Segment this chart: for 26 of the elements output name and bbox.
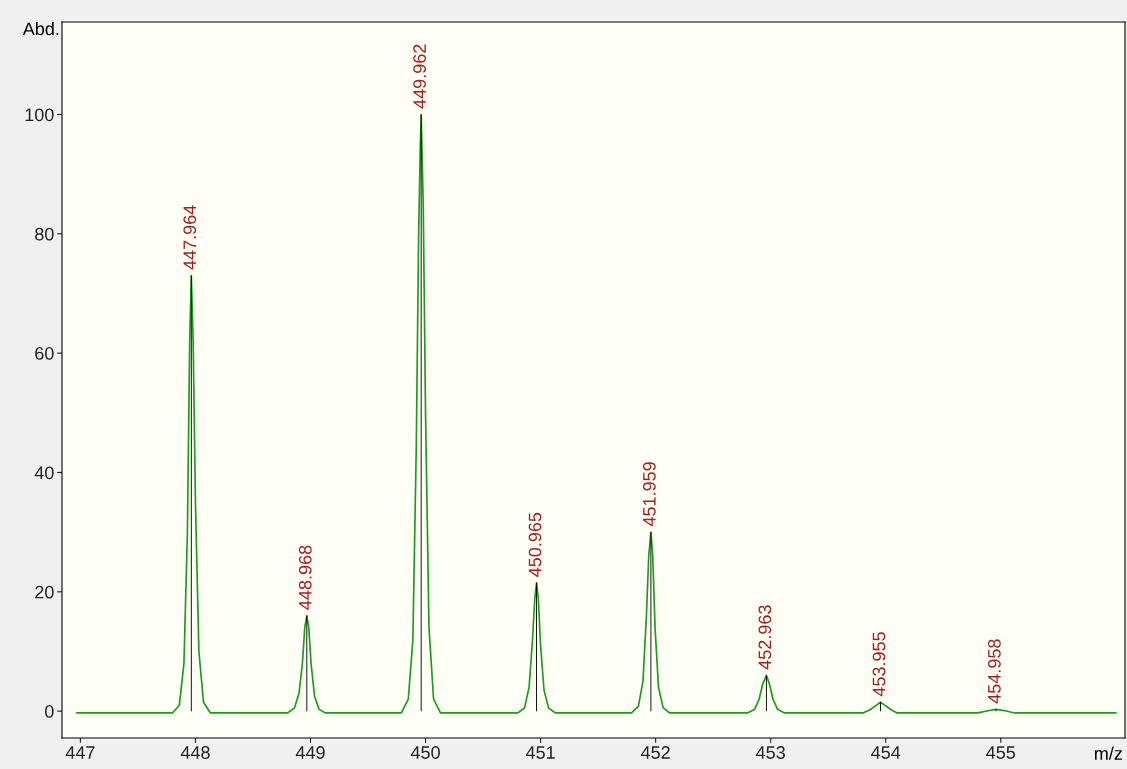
x-tick-label: 453 (756, 746, 785, 759)
y-tick-label: 60 (35, 347, 54, 360)
annotation: 454.958 (987, 639, 1001, 704)
y-tick-label: 80 (35, 227, 54, 241)
annotation: 447.964 (183, 205, 197, 270)
y-tick-label: 0 (45, 705, 54, 718)
line-series (76, 113, 1117, 714)
x-tick-label: 455 (986, 746, 1016, 759)
annotation: 449.962 (413, 44, 427, 109)
x-tick-label: 449 (295, 746, 325, 759)
annotation: 448.968 (298, 545, 312, 610)
annotation: 452.963 (758, 605, 772, 670)
x-axis-title: m/z (1094, 746, 1122, 760)
y-tick-label: 100 (25, 108, 54, 122)
annotation: 450.965 (528, 512, 542, 577)
y-tick-label: 40 (34, 466, 54, 480)
x-tick-label: 448 (180, 746, 210, 759)
x-tick-label: 452 (640, 746, 670, 759)
x-tick-label: 450 (410, 746, 440, 759)
y-tick-label: 20 (35, 585, 54, 599)
annotation: 451.959 (642, 462, 656, 527)
annotation: 453.955 (872, 632, 886, 697)
y-axis-title: Abd. (22, 22, 59, 36)
x-tick-label: 454 (871, 746, 901, 759)
x-tick-label: 447 (65, 746, 95, 759)
x-tick-label: 451 (525, 746, 555, 759)
